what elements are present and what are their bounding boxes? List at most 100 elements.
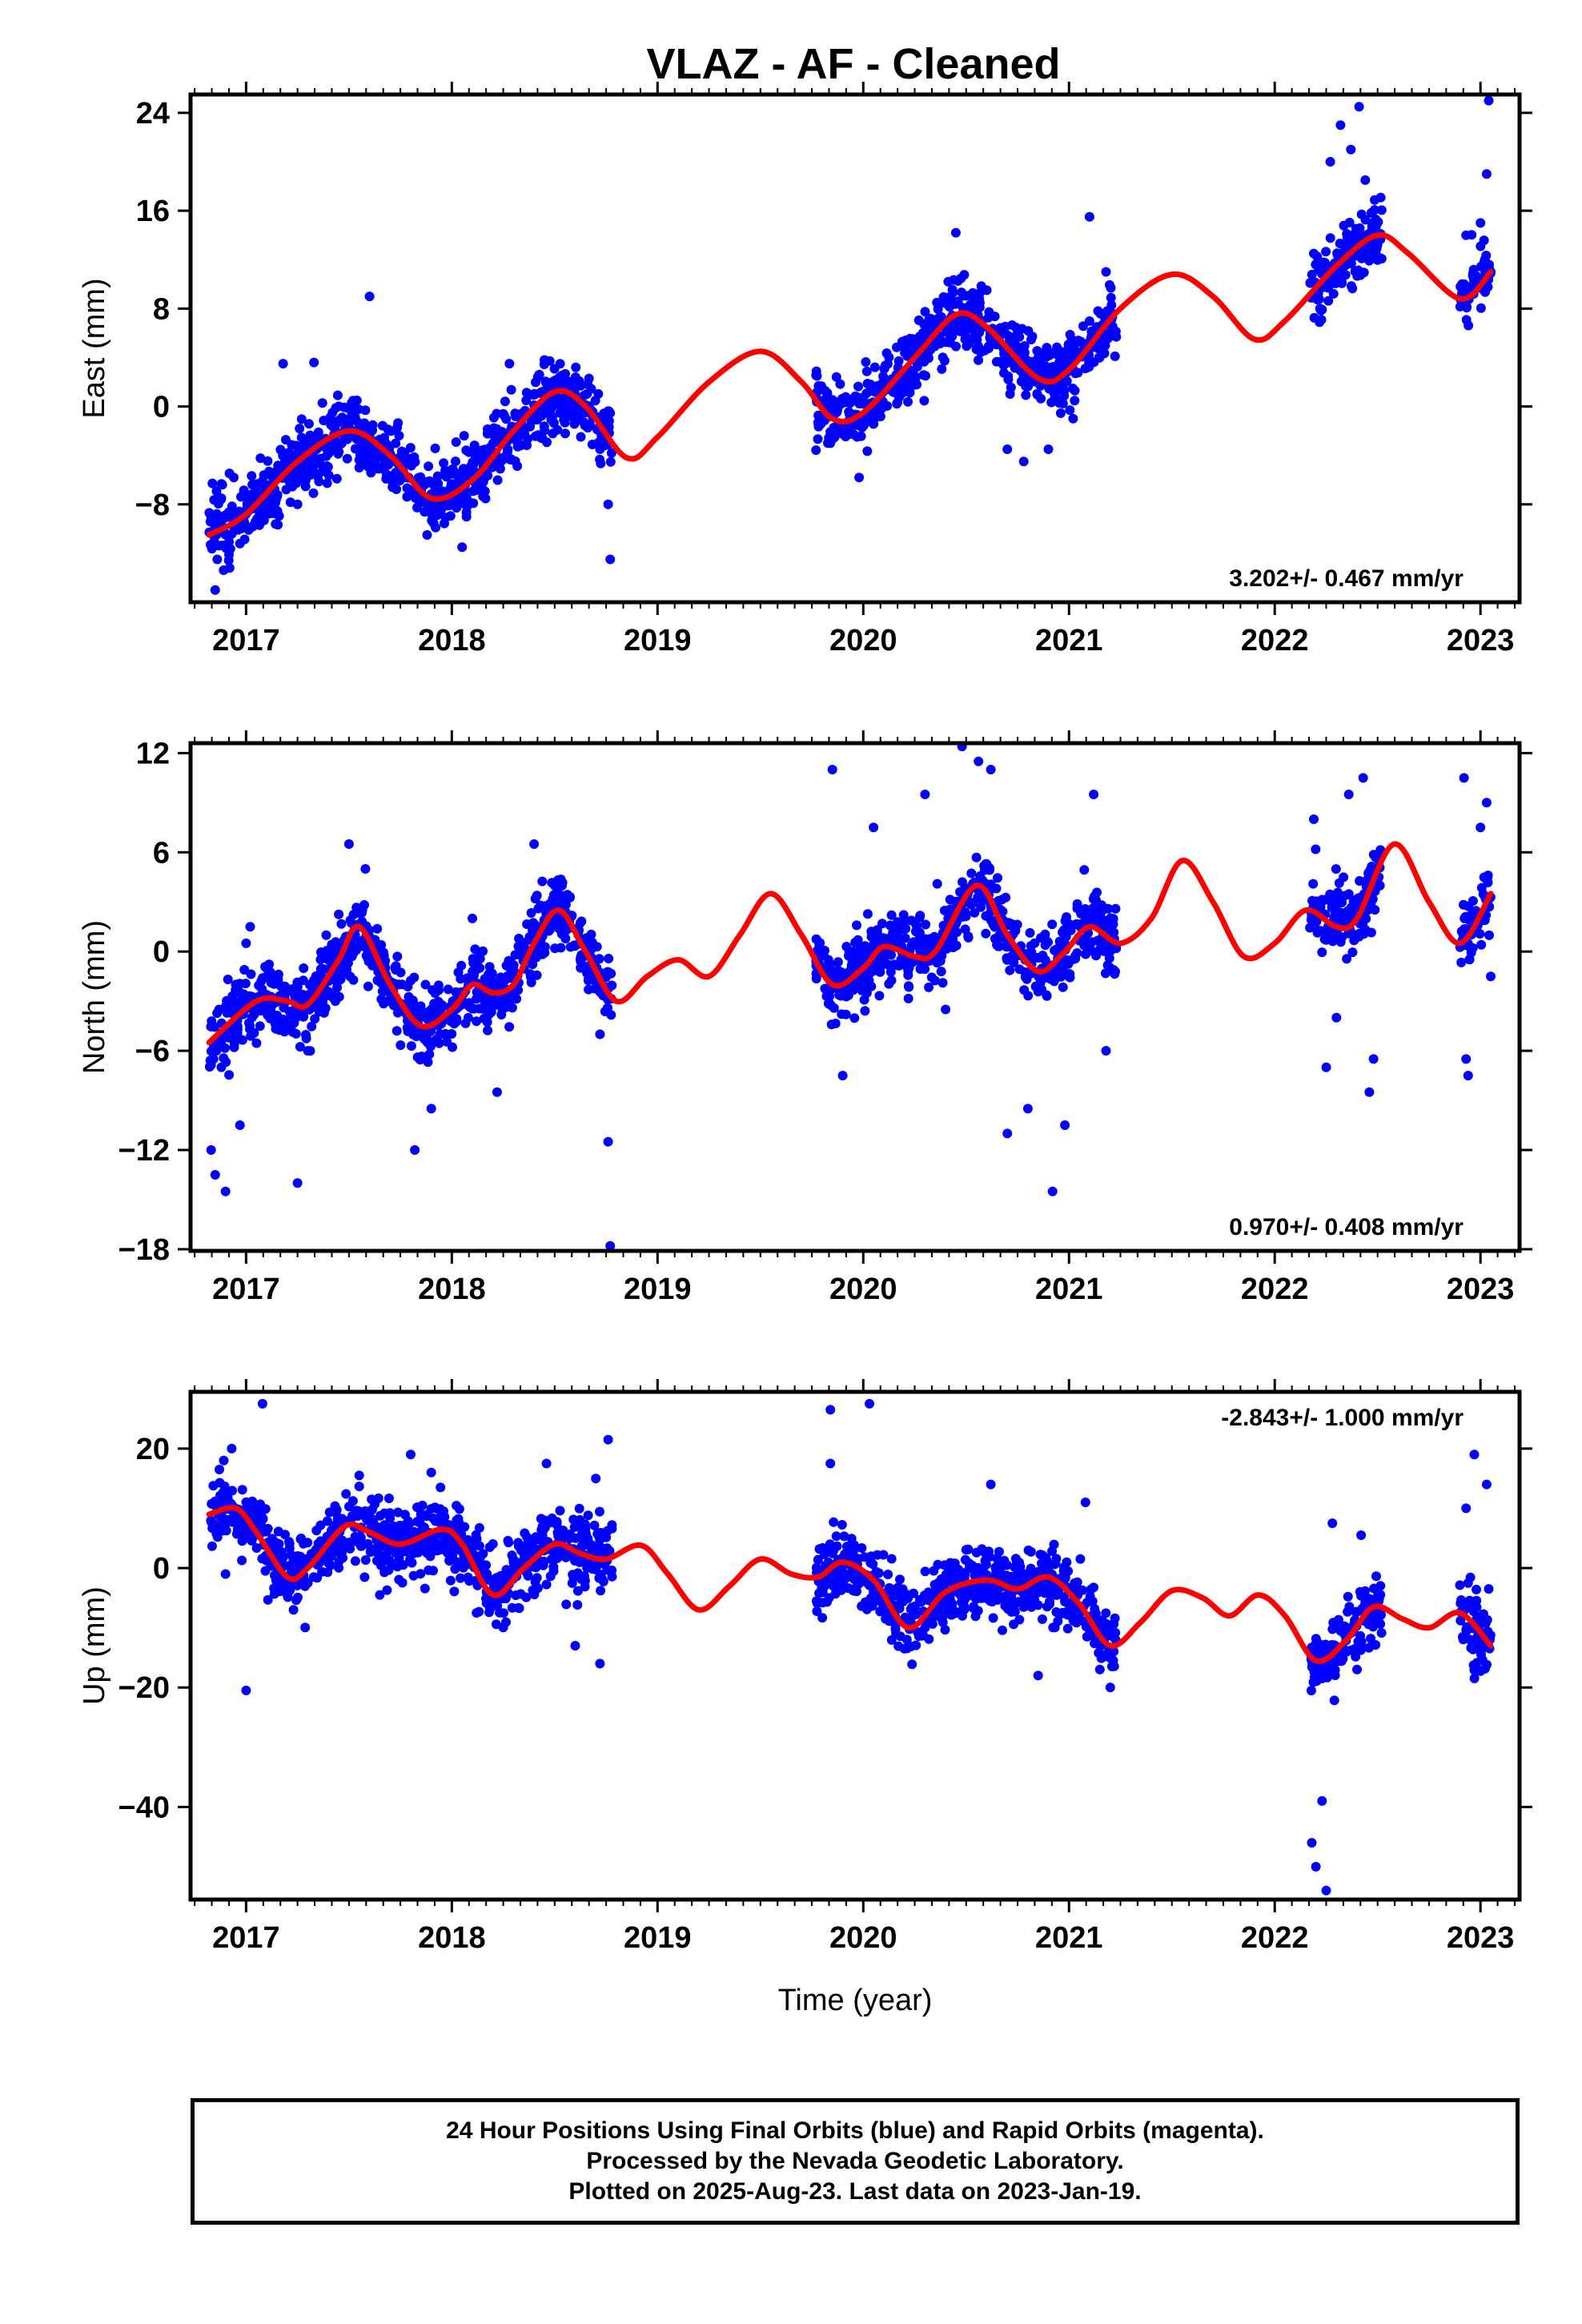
north-data-point [874, 991, 885, 1001]
east-data-point [291, 478, 302, 489]
north-data-point [301, 1030, 311, 1040]
east-data-point [480, 486, 490, 497]
north-data-point [918, 961, 929, 971]
north-data-point [433, 996, 444, 1007]
up-data-point [211, 1529, 222, 1539]
north-outlier-point [869, 822, 879, 833]
north-data-point [921, 919, 931, 930]
north-data-point [376, 994, 387, 1004]
up-data-point [1053, 1616, 1063, 1626]
north-data-point [926, 972, 937, 983]
east-outlier-point [1476, 218, 1486, 228]
up-data-point [443, 1548, 453, 1558]
north-outlier-point [603, 1136, 613, 1147]
north-data-point [569, 940, 580, 951]
up-data-point [596, 1586, 606, 1596]
north-data-point [443, 984, 453, 995]
north-data-point [396, 1040, 406, 1051]
east-data-point [281, 485, 291, 495]
north-data-point [315, 995, 326, 1005]
north-data-point [1092, 887, 1102, 898]
north-data-point [1331, 864, 1341, 875]
east-data-point [941, 337, 951, 348]
north-data-point [1308, 879, 1319, 889]
east-data-point [375, 464, 385, 474]
north-data-point [556, 943, 566, 953]
east-x-tick-label: 2020 [829, 624, 897, 657]
north-data-point [268, 999, 279, 1009]
north-data-point [440, 1028, 451, 1039]
up-data-point [256, 1510, 267, 1521]
up-outlier-point [215, 1465, 224, 1474]
north-data-point [1355, 876, 1365, 886]
east-outlier-point [1018, 456, 1029, 467]
north-data-point [993, 941, 1003, 951]
north-data-point [861, 969, 871, 979]
north-data-point [963, 932, 974, 943]
north-model-curve [206, 841, 1494, 1046]
up-data-point [311, 1526, 322, 1536]
north-data-point [938, 978, 948, 988]
north-outlier-point [1358, 773, 1368, 783]
north-data-point [834, 990, 845, 1000]
north-data-point [1311, 844, 1321, 854]
east-outlier-point [212, 554, 223, 565]
up-data-point [1062, 1623, 1073, 1634]
north-data-point [474, 1003, 484, 1014]
up-data-point [500, 1594, 511, 1604]
north-data-point [321, 930, 331, 940]
up-data-point [596, 1574, 607, 1584]
north-data-point [1354, 928, 1364, 939]
up-outlier-point [541, 1458, 552, 1469]
up-data-point [572, 1586, 583, 1596]
east-data-point [947, 284, 958, 295]
up-data-point [351, 1507, 361, 1518]
east-data-point [432, 471, 443, 481]
north-data-point [472, 987, 482, 997]
east-data-point [1367, 219, 1377, 229]
north-data-point [354, 904, 364, 915]
east-data-point [1355, 230, 1366, 240]
up-data-point [255, 1519, 266, 1530]
east-outlier-point [292, 499, 303, 509]
up-data-point [875, 1606, 885, 1617]
north-data-point [328, 948, 339, 958]
east-data-point [361, 443, 371, 453]
north-outlier-point [1481, 798, 1492, 808]
up-data-point [425, 1551, 436, 1562]
up-data-point [454, 1504, 464, 1514]
north-data-point [333, 969, 343, 979]
east-data-point [503, 445, 512, 456]
up-data-point [210, 1500, 220, 1510]
east-data-point [274, 511, 284, 521]
east-x-tick-label: 2018 [418, 624, 486, 657]
east-x-tick-label: 2022 [1241, 624, 1309, 657]
east-data-point [539, 421, 549, 432]
north-data-point [456, 960, 467, 971]
east-data-point [366, 468, 376, 478]
north-data-point [906, 915, 917, 926]
east-data-point [1066, 334, 1077, 344]
east-data-point [861, 357, 871, 367]
north-data-point [392, 951, 403, 962]
east-data-point [1053, 347, 1063, 357]
east-outlier-point [354, 463, 364, 472]
east-data-point [1099, 348, 1110, 359]
up-data-point [474, 1522, 484, 1533]
up-data-point [521, 1592, 532, 1602]
east-data-point [379, 432, 389, 443]
north-data-point [1461, 912, 1472, 923]
east-data-point [459, 431, 469, 441]
up-data-point [555, 1506, 565, 1516]
north-data-point [826, 1019, 837, 1030]
east-data-point [1059, 391, 1070, 401]
east-data-point [275, 444, 286, 455]
north-data-point [258, 973, 267, 983]
up-data-point [474, 1541, 484, 1551]
east-data-point [329, 417, 339, 428]
north-data-point [336, 919, 347, 929]
east-data-point [337, 412, 347, 423]
north-data-point [483, 1025, 493, 1035]
